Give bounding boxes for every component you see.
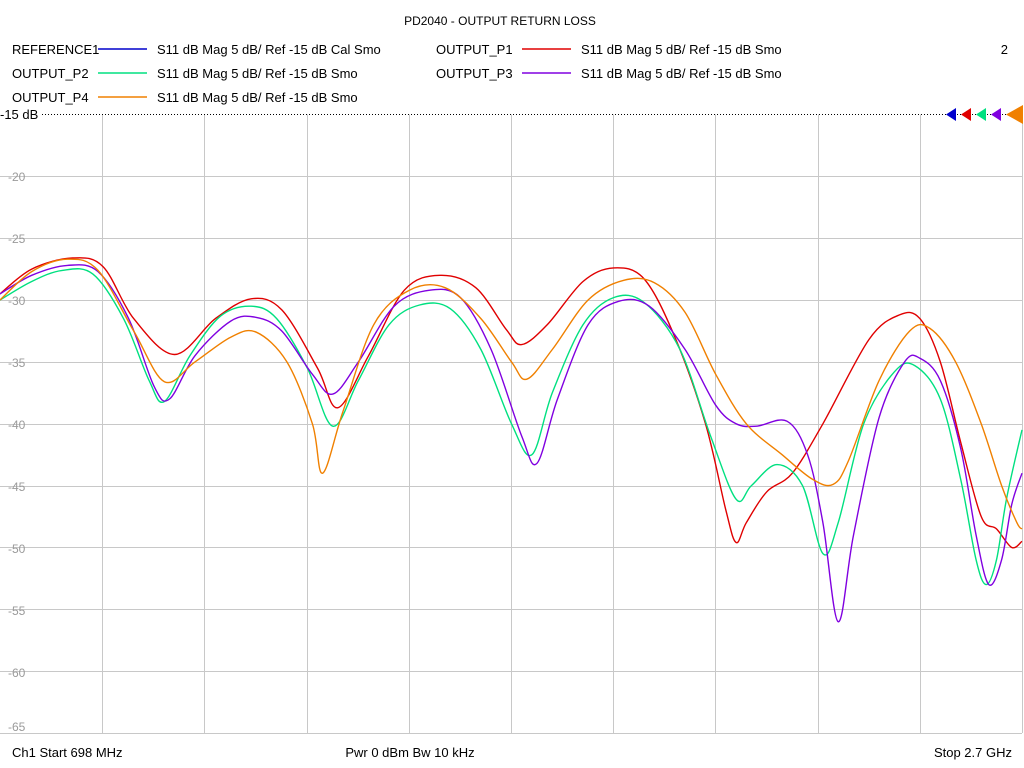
legend-entry-output-p1[interactable]: OUTPUT_P1 S11 dB Mag 5 dB/ Ref -15 dB Sm… (436, 42, 782, 57)
y-tick-label: -40 (8, 418, 26, 432)
legend-series-descriptor: S11 dB Mag 5 dB/ Ref -15 dB Smo (581, 42, 782, 57)
reference-level-label: -15 dB (0, 107, 38, 122)
legend-series-descriptor: S11 dB Mag 5 dB/ Ref -15 dB Cal Smo (157, 42, 381, 57)
trace-output-p4 (0, 258, 1023, 530)
footer-stop: Stop 2.7 GHz (934, 745, 1012, 760)
reference-marker-icon[interactable] (1006, 105, 1023, 124)
reference-marker-icon[interactable] (976, 108, 986, 121)
reference-marker-icon[interactable] (961, 108, 971, 121)
channel-number: 2 (1001, 42, 1008, 57)
legend-series-descriptor: S11 dB Mag 5 dB/ Ref -15 dB Smo (157, 90, 358, 105)
chart-title: PD2040 - OUTPUT RETURN LOSS (404, 14, 596, 28)
footer-start: Ch1 Start 698 MHz (12, 745, 123, 760)
legend: REFERENCE1 S11 dB Mag 5 dB/ Ref -15 dB C… (12, 42, 782, 105)
legend-series-name: OUTPUT_P2 (12, 66, 89, 81)
y-tick-label: -25 (8, 232, 26, 246)
legend-entry-output-p3[interactable]: OUTPUT_P3 S11 dB Mag 5 dB/ Ref -15 dB Sm… (436, 66, 782, 81)
legend-series-name: OUTPUT_P1 (436, 42, 513, 57)
trace-layer (0, 257, 1023, 623)
reference-markers (946, 105, 1023, 124)
y-tick-label: -45 (8, 480, 26, 494)
legend-series-descriptor: S11 dB Mag 5 dB/ Ref -15 dB Smo (581, 66, 782, 81)
y-tick-label: -30 (8, 294, 26, 308)
legend-entry-output-p2[interactable]: OUTPUT_P2 S11 dB Mag 5 dB/ Ref -15 dB Sm… (12, 66, 358, 81)
reference-marker-icon[interactable] (946, 108, 956, 121)
y-tick-label: -60 (8, 666, 26, 680)
y-tick-label: -35 (8, 356, 26, 370)
reference-marker-icon[interactable] (991, 108, 1001, 121)
legend-series-descriptor: S11 dB Mag 5 dB/ Ref -15 dB Smo (157, 66, 358, 81)
trace-output-p1 (0, 257, 1023, 549)
legend-entry-output-p4[interactable]: OUTPUT_P4 S11 dB Mag 5 dB/ Ref -15 dB Sm… (12, 90, 358, 105)
legend-series-name: OUTPUT_P4 (12, 90, 89, 105)
legend-series-name: REFERENCE1 (12, 42, 99, 57)
legend-series-name: OUTPUT_P3 (436, 66, 513, 81)
y-tick-label: -50 (8, 542, 26, 556)
y-tick-label: -55 (8, 604, 26, 618)
trace-output-p3 (0, 264, 1023, 623)
footer-power-bandwidth: Pwr 0 dBm Bw 10 kHz (345, 745, 474, 760)
y-tick-label: -65 (8, 720, 26, 734)
y-tick-label: -20 (8, 170, 26, 184)
legend-entry-reference1[interactable]: REFERENCE1 S11 dB Mag 5 dB/ Ref -15 dB C… (12, 42, 381, 57)
y-axis-ticks: -20 -25 -30 -35 -40 -45 -50 -55 -60 -65 (8, 170, 26, 734)
trace-output-p2 (0, 268, 1023, 586)
